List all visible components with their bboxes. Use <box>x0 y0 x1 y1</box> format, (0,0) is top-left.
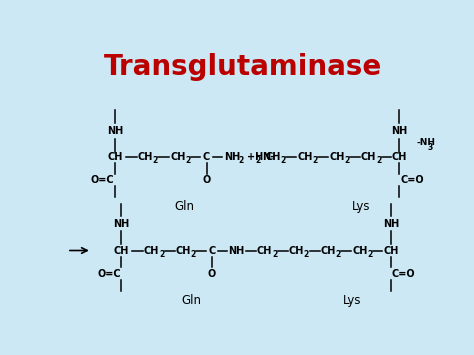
Text: O: O <box>208 269 216 279</box>
Text: NH: NH <box>228 246 245 256</box>
Text: CH: CH <box>108 152 123 162</box>
Text: O=C: O=C <box>91 175 114 185</box>
Text: CH: CH <box>289 246 304 256</box>
Text: NH: NH <box>113 219 129 229</box>
Text: 2: 2 <box>191 250 196 259</box>
Text: CH: CH <box>137 152 153 162</box>
Text: CH: CH <box>175 246 191 256</box>
Text: NH: NH <box>392 126 408 136</box>
Text: CH: CH <box>265 152 281 162</box>
Text: NH: NH <box>107 126 123 136</box>
Text: 2: 2 <box>304 250 309 259</box>
Text: Lys: Lys <box>343 294 362 307</box>
Text: 2: 2 <box>367 250 373 259</box>
Text: CH: CH <box>329 152 345 162</box>
Text: NH: NH <box>383 219 399 229</box>
Text: CH: CH <box>392 152 407 162</box>
Text: 2: 2 <box>336 250 341 259</box>
Text: 2: 2 <box>159 250 164 259</box>
Text: Gln: Gln <box>181 294 201 307</box>
Text: 2: 2 <box>153 156 158 165</box>
Text: 2: 2 <box>239 156 244 165</box>
Text: N–: N– <box>262 152 275 162</box>
Text: O: O <box>202 175 210 185</box>
Text: CH: CH <box>383 246 399 256</box>
Text: C: C <box>203 152 210 162</box>
Text: CH: CH <box>297 152 313 162</box>
Text: 2: 2 <box>376 156 381 165</box>
Text: CH: CH <box>144 246 159 256</box>
Text: Lys: Lys <box>352 200 370 213</box>
Text: C=O: C=O <box>392 269 415 279</box>
Text: Transglutaminase: Transglutaminase <box>104 53 382 81</box>
Text: 2: 2 <box>272 250 277 259</box>
Text: NH: NH <box>224 152 240 162</box>
Text: 2: 2 <box>185 156 191 165</box>
Text: CH: CH <box>352 246 368 256</box>
Text: -NH: -NH <box>417 138 436 147</box>
Text: CH: CH <box>320 246 336 256</box>
Text: 2: 2 <box>281 156 286 165</box>
Text: C: C <box>208 246 216 256</box>
Text: CH: CH <box>114 246 129 256</box>
Text: CH: CH <box>257 246 272 256</box>
Text: 2: 2 <box>344 156 349 165</box>
Text: CH: CH <box>361 152 376 162</box>
Text: Gln: Gln <box>175 200 195 213</box>
Text: 2: 2 <box>312 156 318 165</box>
Text: 2: 2 <box>255 156 260 165</box>
Text: O=C: O=C <box>97 269 121 279</box>
Text: +H: +H <box>247 152 263 162</box>
Text: 3: 3 <box>428 143 433 152</box>
Text: CH: CH <box>170 152 185 162</box>
Text: C=O: C=O <box>400 175 424 185</box>
